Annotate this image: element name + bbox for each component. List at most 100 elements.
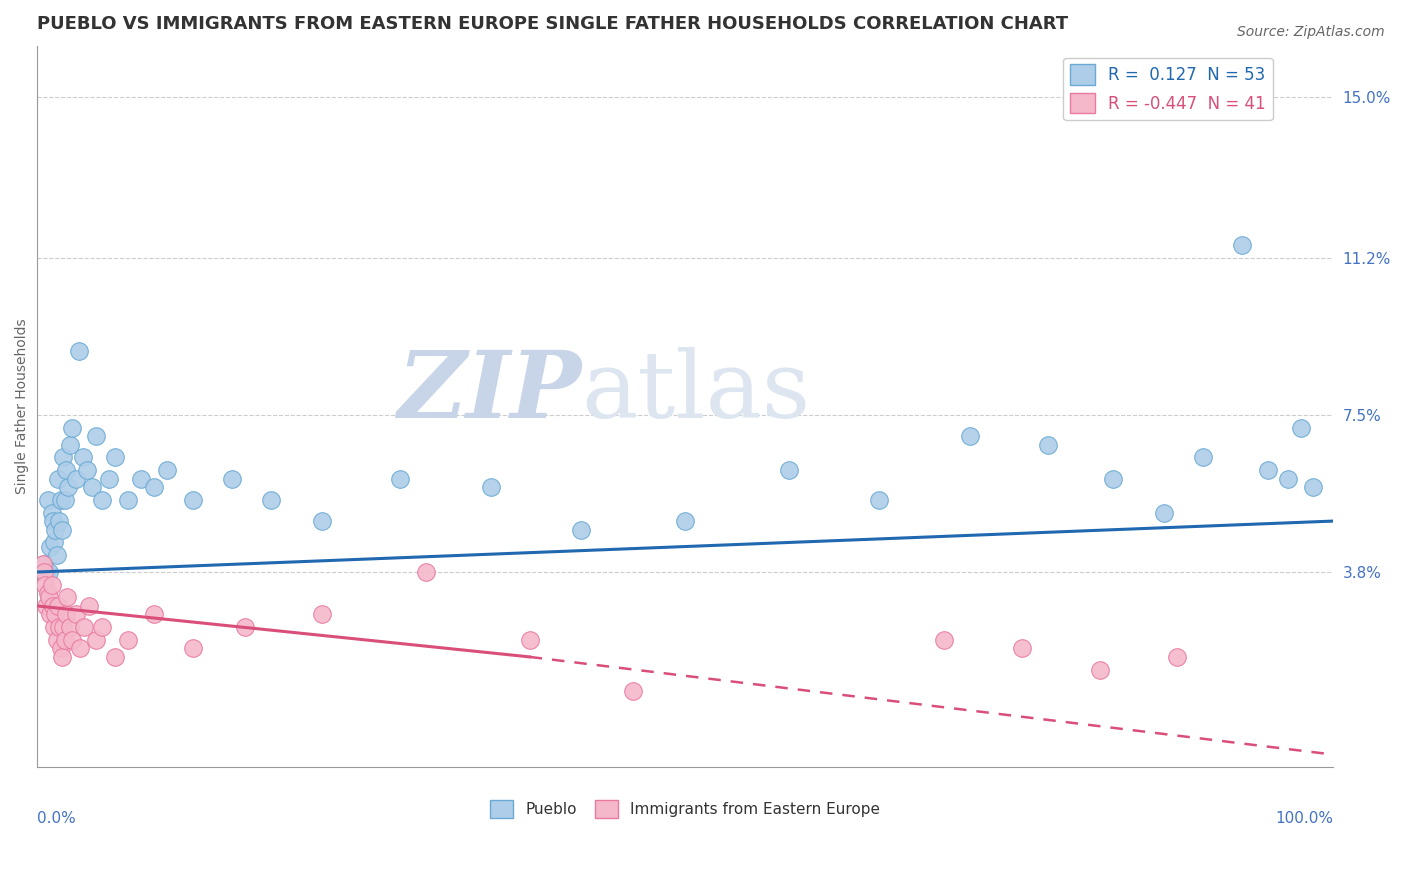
Y-axis label: Single Father Households: Single Father Households xyxy=(15,318,30,494)
Point xyxy=(37,586,59,600)
Point xyxy=(35,565,58,579)
Point xyxy=(80,480,103,494)
Point xyxy=(41,578,63,592)
Point xyxy=(221,472,243,486)
Text: PUEBLO VS IMMIGRANTS FROM EASTERN EUROPE SINGLE FATHER HOUSEHOLDS CORRELATION CH: PUEBLO VS IMMIGRANTS FROM EASTERN EUROPE… xyxy=(38,15,1069,33)
Point xyxy=(58,480,80,494)
Point xyxy=(1302,480,1324,494)
Point xyxy=(84,429,107,443)
Point xyxy=(1289,420,1312,434)
Point xyxy=(38,591,60,605)
Point xyxy=(959,429,981,443)
Point xyxy=(60,632,83,647)
Point xyxy=(1101,472,1123,486)
Point xyxy=(519,632,541,647)
Point xyxy=(45,548,67,562)
Point xyxy=(1232,238,1254,252)
Point xyxy=(84,632,107,647)
Point xyxy=(479,480,502,494)
Text: ZIP: ZIP xyxy=(398,347,582,437)
Point xyxy=(117,492,139,507)
Point xyxy=(1166,649,1188,664)
Point xyxy=(59,620,82,634)
Point xyxy=(41,506,63,520)
Point xyxy=(72,450,94,465)
Point xyxy=(621,684,644,698)
Point xyxy=(311,607,333,622)
Point xyxy=(52,450,75,465)
Point xyxy=(1088,663,1111,677)
Point xyxy=(1192,450,1215,465)
Point xyxy=(156,463,179,477)
Point xyxy=(46,472,69,486)
Point xyxy=(142,480,165,494)
Point xyxy=(181,641,204,656)
Point xyxy=(45,632,67,647)
Point xyxy=(77,599,100,613)
Point xyxy=(1153,506,1175,520)
Point xyxy=(42,514,65,528)
Point xyxy=(42,599,65,613)
Point xyxy=(673,514,696,528)
Point xyxy=(35,599,58,613)
Point xyxy=(38,565,60,579)
Point xyxy=(129,472,152,486)
Point xyxy=(869,492,891,507)
Point xyxy=(32,557,55,571)
Point xyxy=(389,472,412,486)
Point xyxy=(53,632,76,647)
Point xyxy=(142,607,165,622)
Point xyxy=(44,523,66,537)
Point xyxy=(34,578,56,592)
Point xyxy=(91,620,114,634)
Text: Source: ZipAtlas.com: Source: ZipAtlas.com xyxy=(1237,25,1385,39)
Point xyxy=(571,523,593,537)
Point xyxy=(259,492,281,507)
Point xyxy=(59,438,82,452)
Point xyxy=(76,463,98,477)
Legend: Pueblo, Immigrants from Eastern Europe: Pueblo, Immigrants from Eastern Europe xyxy=(484,794,886,824)
Point xyxy=(1277,472,1299,486)
Point xyxy=(55,463,77,477)
Point xyxy=(44,620,66,634)
Point xyxy=(32,565,55,579)
Point xyxy=(233,620,256,634)
Point xyxy=(55,607,77,622)
Point xyxy=(44,607,66,622)
Point xyxy=(39,607,62,622)
Point xyxy=(415,565,437,579)
Point xyxy=(69,641,91,656)
Point xyxy=(65,607,87,622)
Text: 0.0%: 0.0% xyxy=(38,811,76,826)
Point xyxy=(778,463,800,477)
Point xyxy=(934,632,956,647)
Point xyxy=(51,649,73,664)
Point xyxy=(91,492,114,507)
Point xyxy=(104,450,127,465)
Point xyxy=(1036,438,1059,452)
Point xyxy=(104,649,127,664)
Point xyxy=(60,420,83,434)
Point xyxy=(73,620,96,634)
Point xyxy=(51,523,73,537)
Point xyxy=(39,540,62,554)
Point xyxy=(46,599,69,613)
Text: 100.0%: 100.0% xyxy=(1275,811,1333,826)
Point xyxy=(48,514,70,528)
Point xyxy=(44,535,66,549)
Point xyxy=(48,620,70,634)
Point xyxy=(65,472,87,486)
Text: atlas: atlas xyxy=(582,347,811,437)
Point xyxy=(117,632,139,647)
Point xyxy=(53,492,76,507)
Point xyxy=(67,344,90,359)
Point xyxy=(52,620,75,634)
Point xyxy=(1011,641,1033,656)
Point xyxy=(49,641,72,656)
Point xyxy=(311,514,333,528)
Point xyxy=(49,492,72,507)
Point xyxy=(1257,463,1279,477)
Point xyxy=(31,557,53,571)
Point xyxy=(97,472,120,486)
Point xyxy=(181,492,204,507)
